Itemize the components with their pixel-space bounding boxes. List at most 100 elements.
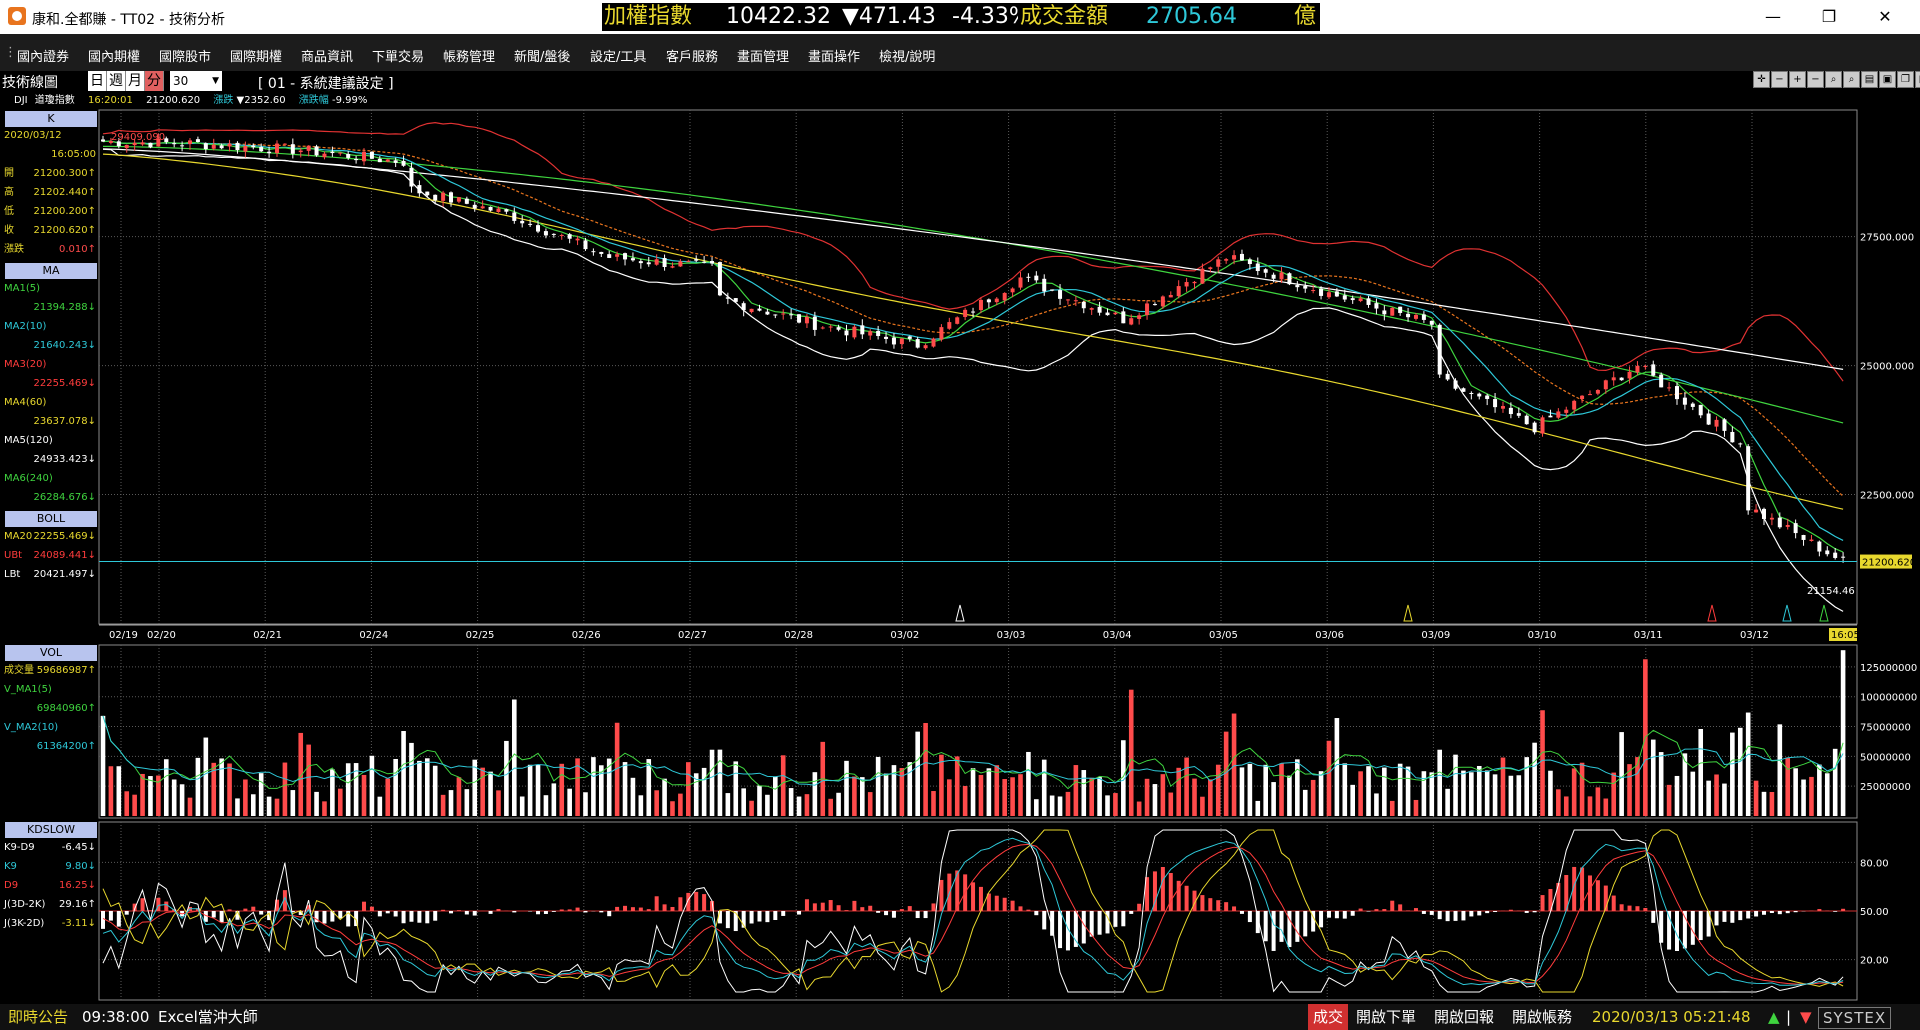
- candle-up: [923, 345, 928, 349]
- vol-bar-down: [638, 795, 644, 816]
- save-icon[interactable]: ▣: [1879, 71, 1896, 88]
- menu-item[interactable]: 商品資訊: [301, 50, 354, 65]
- vol-bar-down: [250, 794, 256, 816]
- kd-bar-down: [773, 911, 778, 920]
- kd-bar-down: [1667, 911, 1672, 950]
- menu-item[interactable]: 帳務管理: [443, 50, 496, 65]
- chart-setting-label[interactable]: [ 01 - 系統建議設定 ]: [258, 76, 394, 92]
- kd-row: J(3D-2K) 29.16↑: [4, 899, 96, 910]
- menu-item[interactable]: 檢視/說明: [879, 50, 936, 65]
- kd-bar-down: [1437, 911, 1442, 920]
- kd-bar-up: [630, 907, 635, 911]
- kd-bar-up: [1643, 908, 1648, 911]
- kd-bar-down: [1429, 911, 1434, 915]
- zoom-in-icon[interactable]: +: [1789, 71, 1806, 88]
- kd-bar-down: [1097, 911, 1102, 935]
- kd-bar-up: [868, 905, 873, 911]
- period-day[interactable]: 日: [88, 71, 107, 91]
- kd-bar-up: [1358, 908, 1363, 911]
- copy-icon[interactable]: ❐: [1897, 71, 1914, 88]
- menu-item[interactable]: 客戶服務: [666, 50, 719, 65]
- ma-value: 26284.676↓: [33, 492, 96, 503]
- remove-icon[interactable]: −: [1807, 71, 1824, 88]
- menu-item[interactable]: 國際期權: [230, 50, 283, 65]
- vol-bar-down: [1650, 739, 1656, 816]
- menu-item[interactable]: 畫面管理: [737, 50, 790, 65]
- candle-down: [710, 261, 715, 264]
- menu-item[interactable]: 畫面操作: [808, 50, 861, 65]
- open-account-button[interactable]: 開啟帳務: [1512, 1008, 1573, 1026]
- zoom-out-icon[interactable]: −: [1771, 71, 1788, 88]
- vol-bar-up: [1065, 791, 1071, 816]
- vol-row: V_MA1(5): [4, 684, 52, 695]
- kd-bar-down: [330, 911, 335, 922]
- period-week[interactable]: 週: [107, 71, 126, 91]
- kd-bar-down: [108, 911, 113, 921]
- vol-bar-up: [282, 762, 288, 816]
- vol-bar-down: [796, 796, 802, 816]
- candle-down: [630, 258, 635, 261]
- interval-select[interactable]: 30: [170, 71, 222, 91]
- candle-down: [203, 143, 208, 150]
- kd-bar-down: [1532, 911, 1537, 913]
- kd-bar-up: [1595, 880, 1600, 911]
- kd-bar-up: [306, 905, 311, 911]
- vol-bar-up: [243, 779, 248, 816]
- kd-bar-down: [1738, 911, 1743, 921]
- kd-bar-down: [1714, 911, 1719, 926]
- vol-bar-down: [345, 763, 351, 816]
- print-icon[interactable]: ▤: [1861, 71, 1878, 88]
- period-minute[interactable]: 分: [145, 71, 164, 91]
- menu-item[interactable]: 國際股市: [159, 50, 212, 65]
- date-tick-label: 03/11: [1634, 630, 1663, 641]
- menu-item[interactable]: 新聞/盤後: [514, 50, 571, 65]
- search-plus-icon[interactable]: ⌕: [1843, 71, 1860, 88]
- search-icon[interactable]: ⌕: [1825, 71, 1842, 88]
- kd-bar-up: [860, 907, 865, 911]
- ma-value: 24933.423↓: [33, 454, 96, 465]
- crosshair-icon[interactable]: ✛: [1753, 71, 1770, 88]
- notice-label[interactable]: 即時公告: [8, 1008, 69, 1026]
- candle-down: [860, 325, 865, 335]
- candle-down: [1619, 377, 1624, 381]
- now-time-label: 16:05: [1831, 630, 1860, 641]
- trade-tag[interactable]: 成交: [1308, 1004, 1348, 1030]
- kd-bar-up: [812, 903, 817, 911]
- candle-down: [1841, 556, 1846, 558]
- menu-item[interactable]: 國內證券: [17, 50, 70, 65]
- symbol-time: 16:20:01: [87, 95, 133, 106]
- open-report-button[interactable]: 開啟回報: [1434, 1008, 1495, 1026]
- kd-bar-up: [1398, 904, 1403, 911]
- candle-down: [1255, 263, 1260, 272]
- layout-icon[interactable]: ▦: [1915, 71, 1920, 88]
- symbol-change: ▼2352.60: [236, 95, 286, 106]
- menu-item[interactable]: 下單交易: [372, 50, 425, 65]
- maximize-button[interactable]: ❐: [1821, 7, 1837, 26]
- close-button[interactable]: ✕: [1878, 7, 1892, 26]
- kd-bar-up: [947, 873, 952, 911]
- vol-bar-down: [1492, 774, 1498, 816]
- period-month[interactable]: 月: [126, 71, 145, 91]
- kd-bar-down: [219, 911, 224, 923]
- date-tick-label: 03/10: [1528, 630, 1557, 641]
- open-order-button[interactable]: 開啟下單: [1356, 1008, 1417, 1026]
- candle-up: [1572, 400, 1577, 410]
- candle-up: [1311, 290, 1316, 292]
- kd-bar-up: [852, 900, 857, 911]
- notice-text[interactable]: Excel當沖大師: [158, 1008, 258, 1026]
- candle-down: [1058, 290, 1063, 299]
- candle-up: [939, 327, 944, 340]
- boll-header: BOLL: [5, 511, 97, 527]
- candle-down: [172, 143, 177, 145]
- vol-bar-up: [804, 794, 810, 816]
- minimize-button[interactable]: —: [1765, 7, 1781, 26]
- menu-item[interactable]: 設定/工具: [590, 50, 647, 65]
- vol-bar-down: [812, 772, 818, 816]
- candle-down: [1493, 399, 1498, 408]
- vol-bar-down: [1334, 718, 1340, 816]
- menu-item[interactable]: 國內期權: [88, 50, 141, 65]
- kd-bar-down: [409, 911, 414, 922]
- candle-down: [1081, 301, 1086, 309]
- kd-bar-up: [164, 901, 169, 911]
